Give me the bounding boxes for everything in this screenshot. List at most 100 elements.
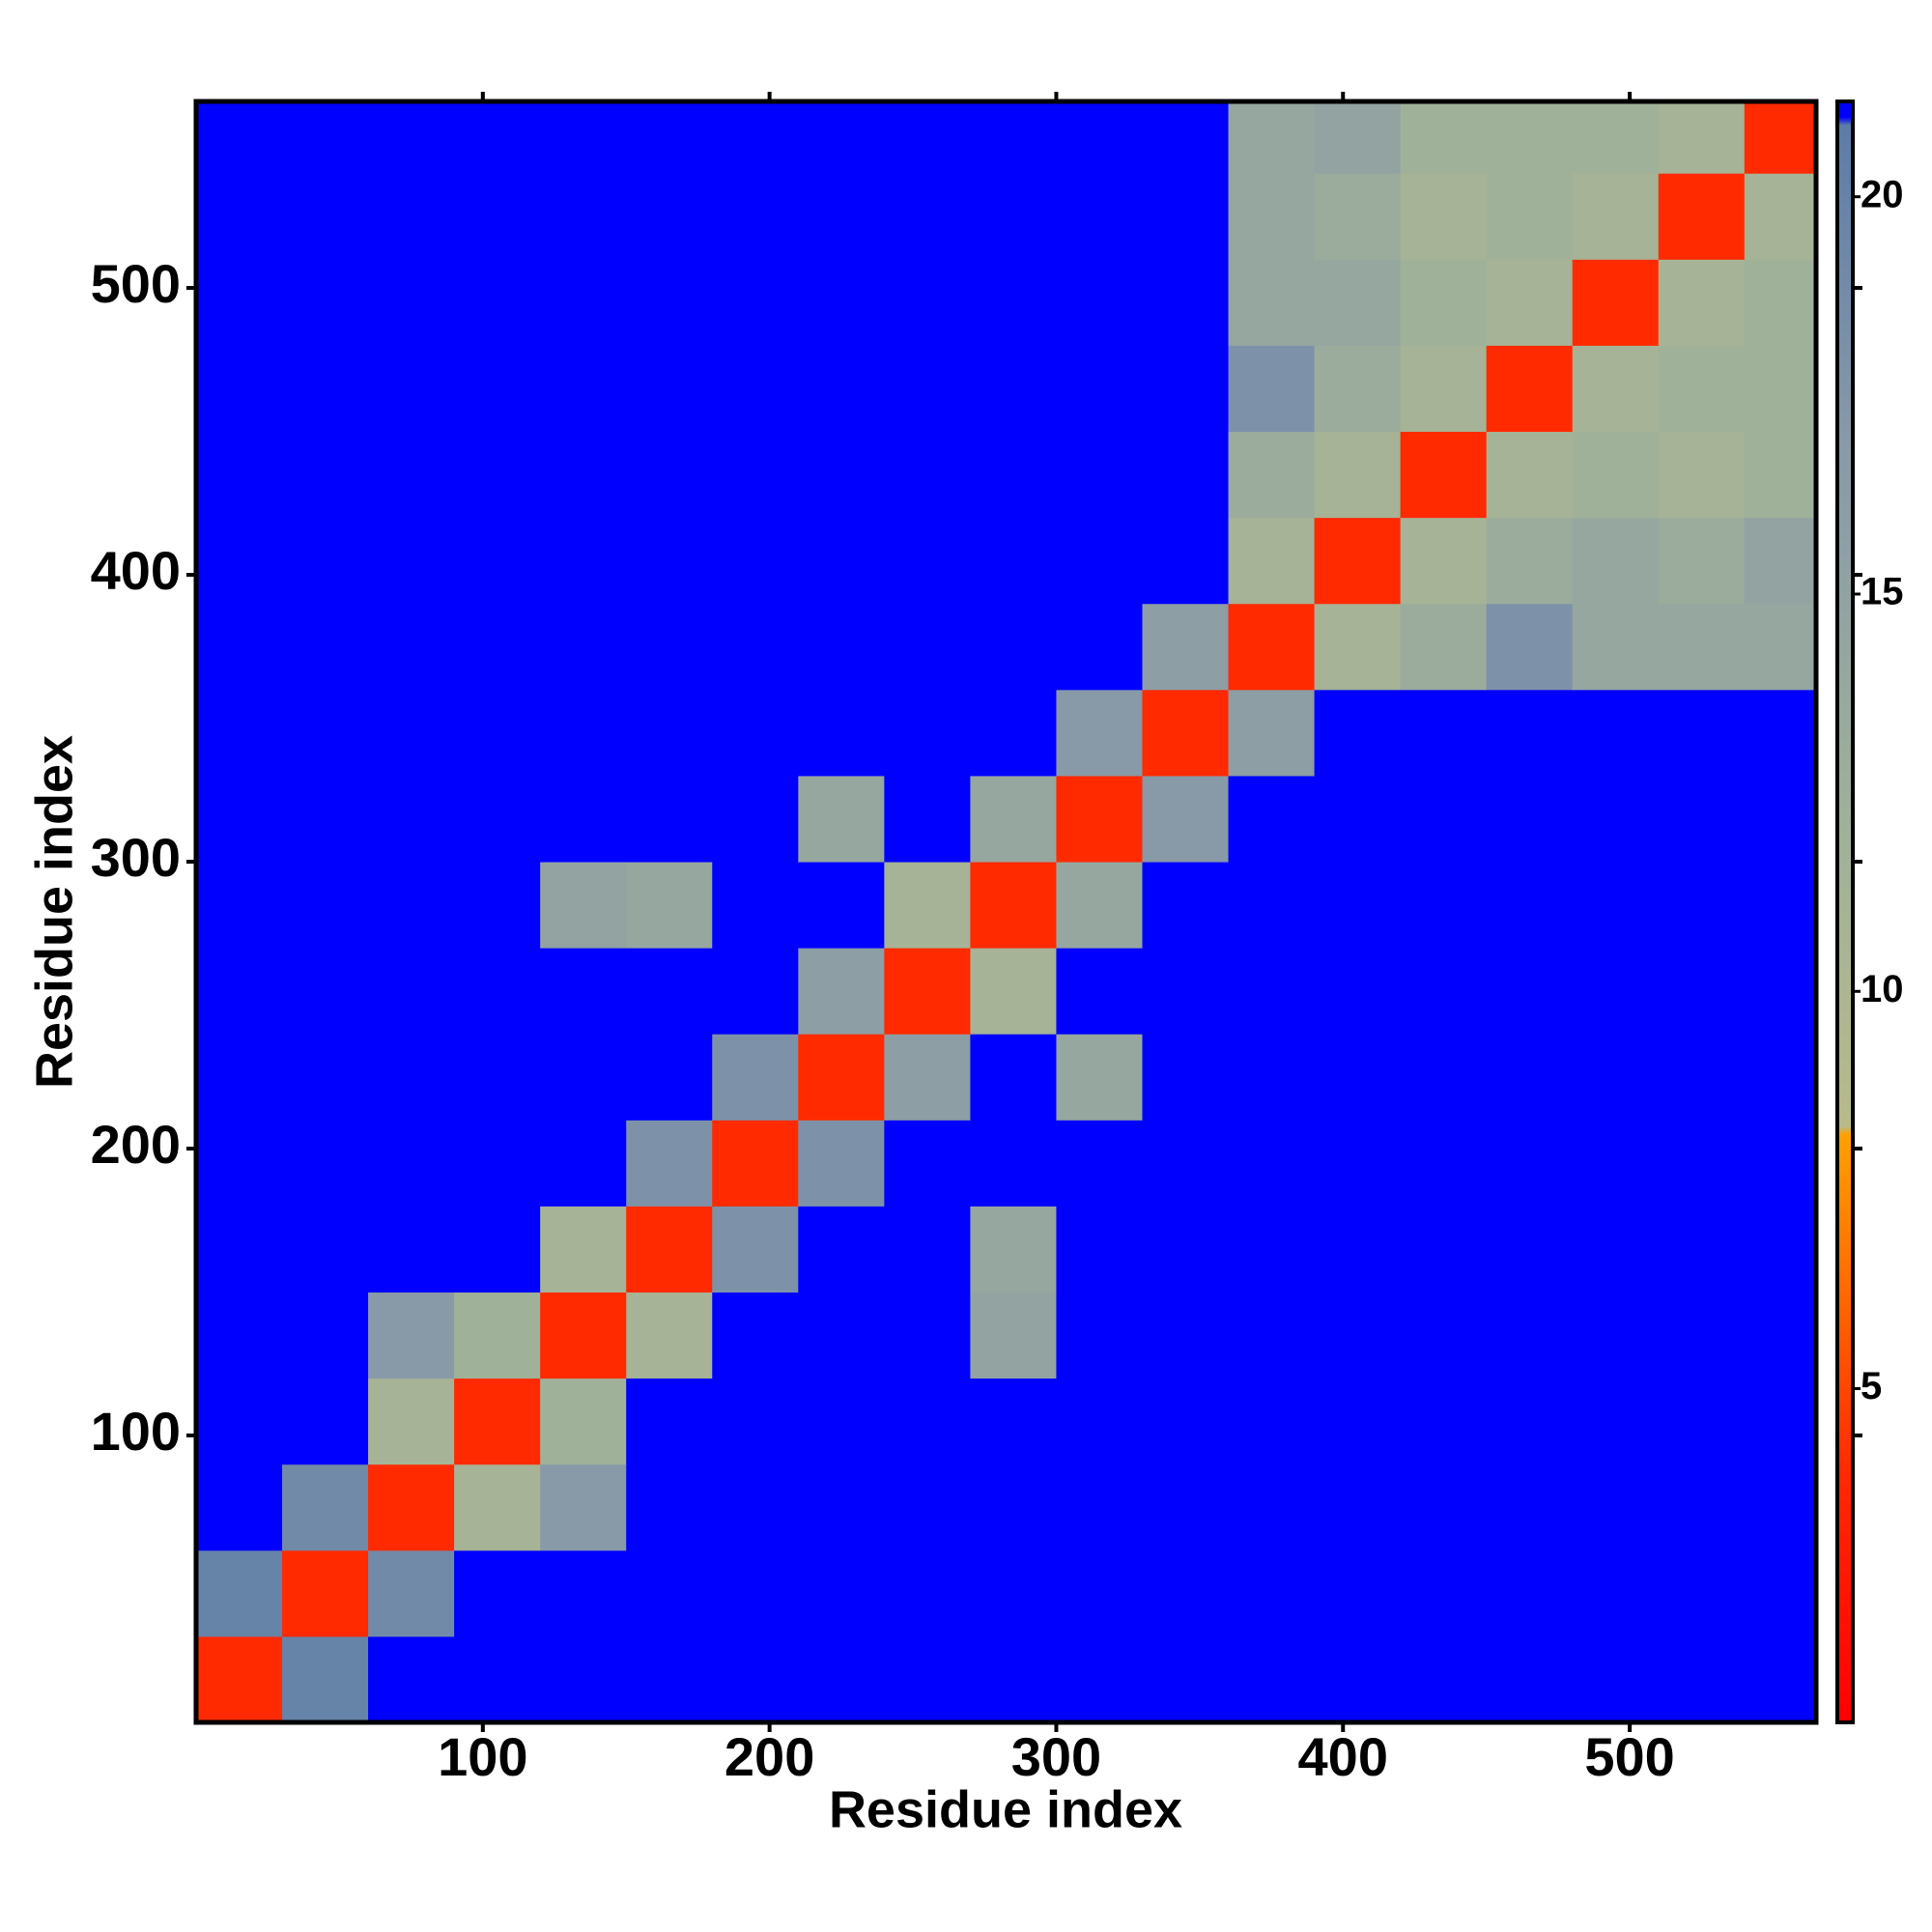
heatmap-cell bbox=[454, 345, 541, 433]
heatmap-cell bbox=[1228, 603, 1316, 691]
heatmap-cell bbox=[1572, 1034, 1660, 1121]
heatmap-cell bbox=[1400, 603, 1488, 691]
heatmap-cell bbox=[1142, 1034, 1230, 1121]
heatmap-cell bbox=[884, 431, 971, 519]
x-tick-label: 400 bbox=[1298, 1726, 1388, 1787]
heatmap-cell bbox=[196, 948, 283, 1035]
heatmap-cell bbox=[1056, 173, 1143, 260]
heatmap-cell bbox=[1228, 862, 1316, 949]
heatmap-cell bbox=[368, 345, 455, 433]
heatmap-cell bbox=[1400, 1120, 1488, 1207]
heatmap-cell bbox=[282, 517, 369, 605]
heatmap-cell bbox=[540, 1034, 627, 1121]
heatmap-cell bbox=[798, 1549, 885, 1637]
heatmap-cell bbox=[1572, 1120, 1660, 1207]
heatmap-cell bbox=[1314, 259, 1402, 346]
heatmap-cell bbox=[1572, 948, 1660, 1035]
heatmap-cell bbox=[1572, 345, 1660, 433]
heatmap-cell bbox=[1056, 1549, 1143, 1637]
y-tick-label: 500 bbox=[91, 253, 181, 314]
heatmap-cell bbox=[196, 862, 283, 949]
heatmap-cell bbox=[540, 775, 627, 863]
heatmap-cell bbox=[1314, 862, 1402, 949]
heatmap-cell bbox=[1658, 1463, 1746, 1551]
heatmap-cell bbox=[712, 517, 799, 605]
heatmap-cell bbox=[1744, 1549, 1817, 1637]
heatmap-cell bbox=[1486, 1378, 1574, 1465]
heatmap-cell bbox=[1572, 862, 1660, 949]
heatmap-cell bbox=[1572, 173, 1660, 260]
heatmap-cell bbox=[626, 948, 713, 1035]
heatmap-cell bbox=[1658, 517, 1746, 605]
heatmap-cell bbox=[884, 689, 971, 777]
heatmap-cell bbox=[1486, 345, 1574, 433]
heatmap-cell bbox=[196, 603, 283, 691]
heatmap-cell bbox=[540, 1549, 627, 1637]
heatmap-cell bbox=[798, 862, 885, 949]
heatmap-cell bbox=[282, 1635, 369, 1723]
heatmap-cell bbox=[1056, 1120, 1143, 1207]
heatmap-cell bbox=[884, 1635, 971, 1723]
heatmap-cell bbox=[626, 1463, 713, 1551]
heatmap-cell bbox=[1400, 1206, 1488, 1293]
heatmap-cell bbox=[1142, 948, 1230, 1035]
heatmap-cell bbox=[884, 1120, 971, 1207]
heatmap-cell bbox=[1228, 345, 1316, 433]
heatmap-cell bbox=[1486, 775, 1574, 863]
heatmap-cell bbox=[970, 1463, 1057, 1551]
heatmap-cell bbox=[712, 101, 799, 174]
heatmap-cell bbox=[454, 431, 541, 519]
heatmap-cell bbox=[712, 1635, 799, 1723]
heatmap-cell bbox=[1486, 1034, 1574, 1121]
heatmap-cell bbox=[196, 1120, 283, 1207]
heatmap-cell bbox=[540, 1292, 627, 1379]
heatmap-cell bbox=[712, 775, 799, 863]
heatmap-cell bbox=[282, 259, 369, 346]
heatmap-cell bbox=[1056, 689, 1143, 777]
heatmap-cell bbox=[712, 1292, 799, 1379]
heatmap-cell bbox=[712, 1378, 799, 1465]
heatmap-cell bbox=[1658, 1034, 1746, 1121]
heatmap-cell bbox=[712, 173, 799, 260]
heatmap-cell bbox=[282, 1378, 369, 1465]
heatmap-cell bbox=[884, 1549, 971, 1637]
heatmap-cell bbox=[626, 1378, 713, 1465]
heatmap-cell bbox=[1744, 345, 1817, 433]
heatmap-cell bbox=[712, 689, 799, 777]
heatmap-cell bbox=[1056, 517, 1143, 605]
heatmap-cell bbox=[1056, 1206, 1143, 1293]
heatmap-cell bbox=[368, 173, 455, 260]
heatmap-cell bbox=[970, 431, 1057, 519]
heatmap-cell bbox=[1228, 1034, 1316, 1121]
heatmap-cell bbox=[1572, 1463, 1660, 1551]
heatmap-cell bbox=[368, 1635, 455, 1723]
heatmap-cell bbox=[626, 1120, 713, 1207]
heatmap-cell bbox=[540, 173, 627, 260]
heatmap-cell bbox=[1486, 1206, 1574, 1293]
heatmap-cell bbox=[1056, 259, 1143, 346]
heatmap-cell bbox=[1486, 1292, 1574, 1379]
x-tick-label: 300 bbox=[1011, 1726, 1101, 1787]
heatmap-cell bbox=[1658, 431, 1746, 519]
heatmap-cell bbox=[282, 603, 369, 691]
heatmap-cell bbox=[1056, 1034, 1143, 1121]
heatmap-cell bbox=[196, 517, 283, 605]
heatmap-cell bbox=[282, 1206, 369, 1293]
heatmap-cell bbox=[626, 1292, 713, 1379]
heatmap-cell bbox=[798, 173, 885, 260]
heatmap-cell bbox=[798, 775, 885, 863]
heatmap-cell bbox=[1142, 1292, 1230, 1379]
heatmap-cell bbox=[884, 345, 971, 433]
heatmap-cell bbox=[626, 1549, 713, 1637]
heatmap-cell bbox=[798, 689, 885, 777]
heatmap-cell bbox=[1228, 689, 1316, 777]
heatmap-cell bbox=[1658, 345, 1746, 433]
heatmap-cell bbox=[196, 1549, 283, 1637]
heatmap-cell bbox=[368, 517, 455, 605]
heatmap-cell bbox=[1486, 689, 1574, 777]
heatmap-cell bbox=[970, 603, 1057, 691]
heatmap-cell bbox=[368, 775, 455, 863]
heatmap-cell bbox=[368, 431, 455, 519]
heatmap-cell bbox=[884, 517, 971, 605]
heatmap-cell bbox=[1744, 1034, 1817, 1121]
